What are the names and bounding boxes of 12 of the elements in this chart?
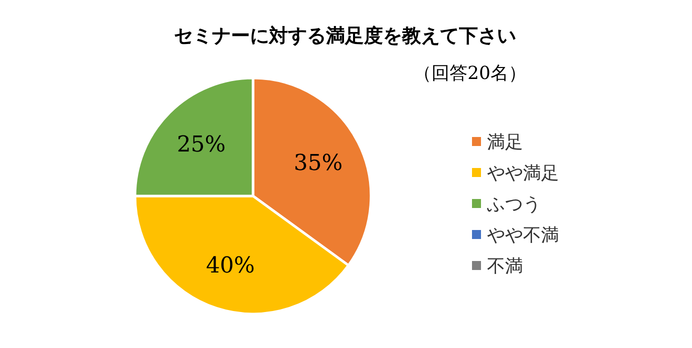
chart-subtitle: （回答20名） xyxy=(414,63,526,84)
data-label: 40% xyxy=(206,254,255,279)
pie-slice xyxy=(134,76,254,198)
legend-label: やや不満 xyxy=(487,225,559,246)
data-label: 25% xyxy=(176,132,226,158)
legend-label: 満足 xyxy=(487,132,523,153)
data-label: 35% xyxy=(294,150,343,176)
legend-label: やや満足 xyxy=(487,163,559,184)
chart-title: セミナーに対する満足度を教えて下さい xyxy=(174,25,516,47)
pie-slice xyxy=(134,194,350,316)
legend-label: 不満 xyxy=(487,256,523,277)
legend-label: ふつう xyxy=(486,194,541,215)
